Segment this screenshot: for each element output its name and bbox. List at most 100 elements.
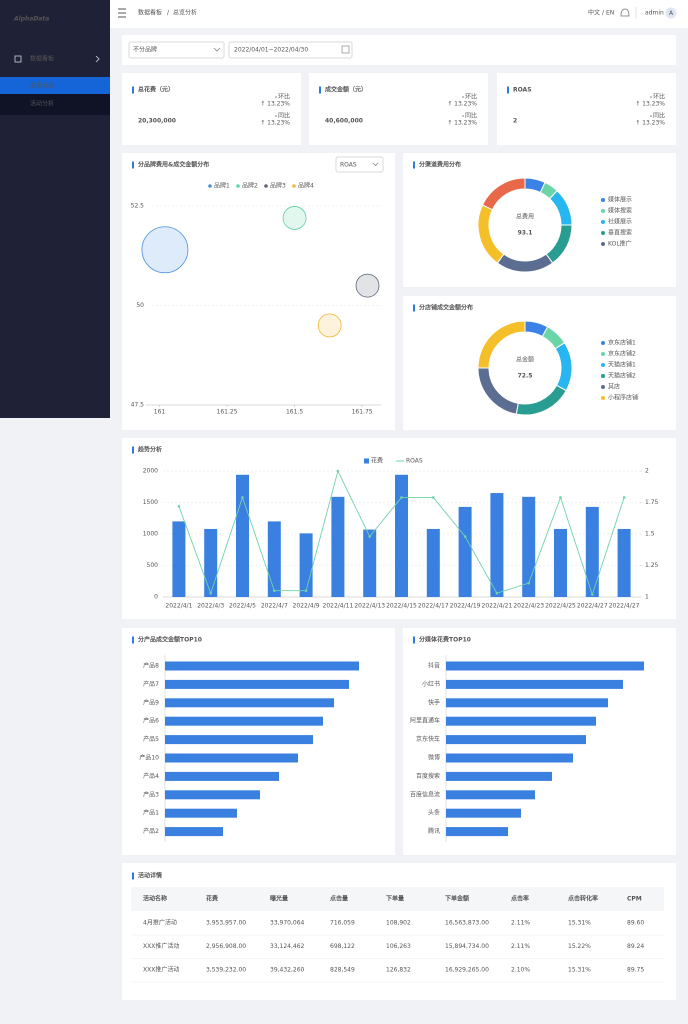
line-point xyxy=(559,496,562,499)
bar xyxy=(165,716,323,726)
card-title: 成交金额（元） xyxy=(325,86,367,94)
dropdown[interactable] xyxy=(335,156,384,173)
y-tick-label: 产品5 xyxy=(143,735,159,743)
line-point xyxy=(591,593,594,596)
table-cell: 39,432,260 xyxy=(270,967,305,974)
bar xyxy=(165,790,260,800)
legend-label: 天猫店铺1 xyxy=(608,361,636,369)
line-point xyxy=(304,589,308,592)
title-accent xyxy=(319,86,321,94)
compare-label: 环比 xyxy=(465,93,477,101)
bullet xyxy=(650,96,652,98)
table-header: CPM xyxy=(627,896,642,903)
bullet xyxy=(275,115,277,117)
bubble xyxy=(355,273,380,298)
table-cell: 698,122 xyxy=(330,943,355,950)
bar xyxy=(395,474,408,597)
y-tick-label: 500 xyxy=(147,562,159,569)
calendar-icon xyxy=(341,45,350,54)
top-bar xyxy=(110,0,688,28)
y-tick-label: 产品3 xyxy=(143,790,159,798)
donut-segment xyxy=(477,320,526,369)
legend-label: ROAS xyxy=(406,458,423,465)
legend-label: 花费 xyxy=(371,457,383,465)
donut-segment xyxy=(481,177,526,211)
bar xyxy=(446,790,535,800)
center-label: 总费用 xyxy=(516,213,534,221)
title-accent xyxy=(132,86,134,94)
table-cell: 106,263 xyxy=(386,943,411,950)
brand-select[interactable] xyxy=(128,41,225,59)
legend-label: 媒体搜索 xyxy=(608,207,632,215)
compare-label: 环比 xyxy=(278,93,290,101)
y-tick-label: 产品6 xyxy=(143,717,159,725)
menu-item[interactable]: 总览分析 xyxy=(30,82,54,90)
date-picker[interactable] xyxy=(228,41,353,59)
legend-label: 社媒展示 xyxy=(608,218,632,226)
card xyxy=(122,153,395,430)
sidebar xyxy=(0,0,110,418)
table-cell: 4月推广活动 xyxy=(143,919,177,927)
y2-tick-label: 1.5 xyxy=(645,531,655,538)
menu-title: 数据看板 xyxy=(30,55,54,63)
card-title: 分店铺成交金额分布 xyxy=(419,304,473,312)
line-point xyxy=(400,496,403,499)
legend-label: KOL推广 xyxy=(608,240,632,248)
compare-change: ↑ 13.23% xyxy=(260,120,290,127)
table-cell: 16,929,265.00 xyxy=(445,967,489,974)
table-cell: 33,970,064 xyxy=(270,920,305,927)
bar xyxy=(165,827,223,837)
y-tick-label: 产品4 xyxy=(143,772,159,780)
date-filter: 2022/04/01~2022/04/30 xyxy=(234,47,308,54)
bell-icon[interactable] xyxy=(620,8,630,17)
y-tick-label: 产品7 xyxy=(143,680,159,688)
legend-swatch xyxy=(601,209,605,213)
x-tick-label: 161.25 xyxy=(217,409,238,416)
lang-separator: / xyxy=(602,10,605,17)
bar xyxy=(446,698,608,708)
breadcrumb-separator: / xyxy=(167,10,170,17)
legend-swatch xyxy=(208,184,212,188)
title-accent xyxy=(413,304,415,312)
bar xyxy=(617,528,631,597)
active-menu-item[interactable] xyxy=(0,77,110,94)
title-accent xyxy=(507,86,509,94)
lang-option[interactable]: 中文 xyxy=(588,9,600,17)
table-header-bg xyxy=(131,887,664,911)
y-tick-label: 0 xyxy=(154,594,158,601)
title-accent xyxy=(413,636,415,644)
title-accent xyxy=(132,872,134,880)
y-tick-label: 47.5 xyxy=(131,402,145,409)
avatar[interactable] xyxy=(665,7,677,19)
kpi-value: 20,300,000 xyxy=(138,118,176,125)
bar xyxy=(446,771,552,781)
y-tick-label: 百度搜索 xyxy=(416,772,440,780)
menu-toggle[interactable] xyxy=(118,8,126,18)
menu-item[interactable]: 活动分析 xyxy=(30,100,54,108)
table-header: 点击量 xyxy=(330,895,348,903)
bar xyxy=(446,661,644,671)
user-name: admin xyxy=(645,10,664,17)
breadcrumb: 数据看板 xyxy=(138,9,162,17)
menu-icon xyxy=(14,55,22,63)
kpi-value: 2 xyxy=(513,118,517,125)
legend-swatch xyxy=(601,242,605,246)
x-tick-label: 161.5 xyxy=(286,409,303,416)
x-tick-label: 2022/4/13 xyxy=(354,603,385,610)
x-tick-label: 2022/4/27 xyxy=(577,603,608,610)
x-tick-label: 2022/4/7 xyxy=(261,603,288,610)
table-cell: 15.31% xyxy=(568,920,591,927)
table-header: 下单金额 xyxy=(445,895,469,903)
bar xyxy=(267,521,281,597)
card-title: 活动详情 xyxy=(138,872,162,880)
lang-option[interactable]: EN xyxy=(606,10,614,17)
legend-swatch xyxy=(236,184,240,188)
legend-swatch xyxy=(601,341,605,345)
bar xyxy=(331,496,345,597)
line-point xyxy=(527,581,530,585)
dropdown-value: ROAS xyxy=(340,162,357,169)
bar xyxy=(522,496,536,597)
card-title: 分渠道费用分布 xyxy=(419,161,461,169)
compare-change: ↑ 13.23% xyxy=(447,120,477,127)
